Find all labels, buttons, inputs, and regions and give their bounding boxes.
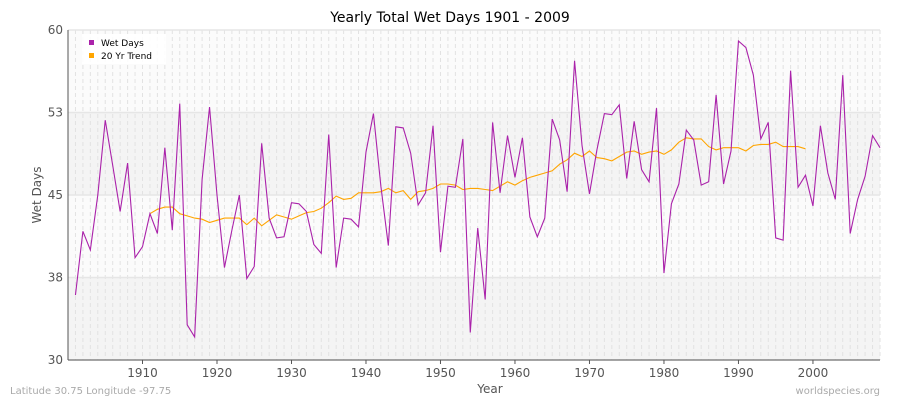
series-line-wet-days bbox=[74, 39, 881, 339]
x-tick-label: 1910 bbox=[127, 366, 158, 380]
background-band bbox=[68, 112, 880, 195]
footer-source: worldspecies.org bbox=[796, 386, 880, 397]
x-tick-label: 1980 bbox=[649, 366, 680, 380]
x-tick-label: 1970 bbox=[574, 366, 605, 380]
series-line-20-yr-trend bbox=[149, 137, 806, 227]
y-tick-label: 38 bbox=[48, 271, 63, 285]
background-band bbox=[68, 30, 880, 113]
x-tick-label: 1930 bbox=[276, 366, 307, 380]
legend-swatch-wet-days bbox=[89, 40, 94, 45]
y-axis-label: Wet Days bbox=[30, 166, 44, 223]
legend-label-wet-days: Wet Days bbox=[101, 39, 144, 49]
x-tick-label: 2000 bbox=[798, 366, 829, 380]
y-tick-label: 45 bbox=[48, 188, 63, 202]
x-tick-label: 1920 bbox=[202, 366, 233, 380]
y-tick-label: 60 bbox=[48, 23, 63, 37]
background-band bbox=[68, 277, 880, 360]
footer-location: Latitude 30.75 Longitude -97.75 bbox=[10, 386, 171, 397]
legend-label-trend: 20 Yr Trend bbox=[101, 52, 152, 62]
x-tick-label: 1960 bbox=[500, 366, 531, 380]
x-axis-label: Year bbox=[476, 382, 502, 396]
chart-title: Yearly Total Wet Days 1901 - 2009 bbox=[329, 10, 570, 26]
background-band bbox=[68, 195, 880, 278]
x-tick-label: 1940 bbox=[351, 366, 382, 380]
legend-swatch-trend bbox=[89, 53, 94, 58]
x-tick-label: 1990 bbox=[723, 366, 754, 380]
x-tick-label: 1950 bbox=[425, 366, 456, 380]
y-tick-label: 53 bbox=[48, 106, 63, 120]
y-tick-label: 30 bbox=[48, 353, 63, 367]
legend: Wet Days 20 Yr Trend bbox=[82, 34, 166, 64]
